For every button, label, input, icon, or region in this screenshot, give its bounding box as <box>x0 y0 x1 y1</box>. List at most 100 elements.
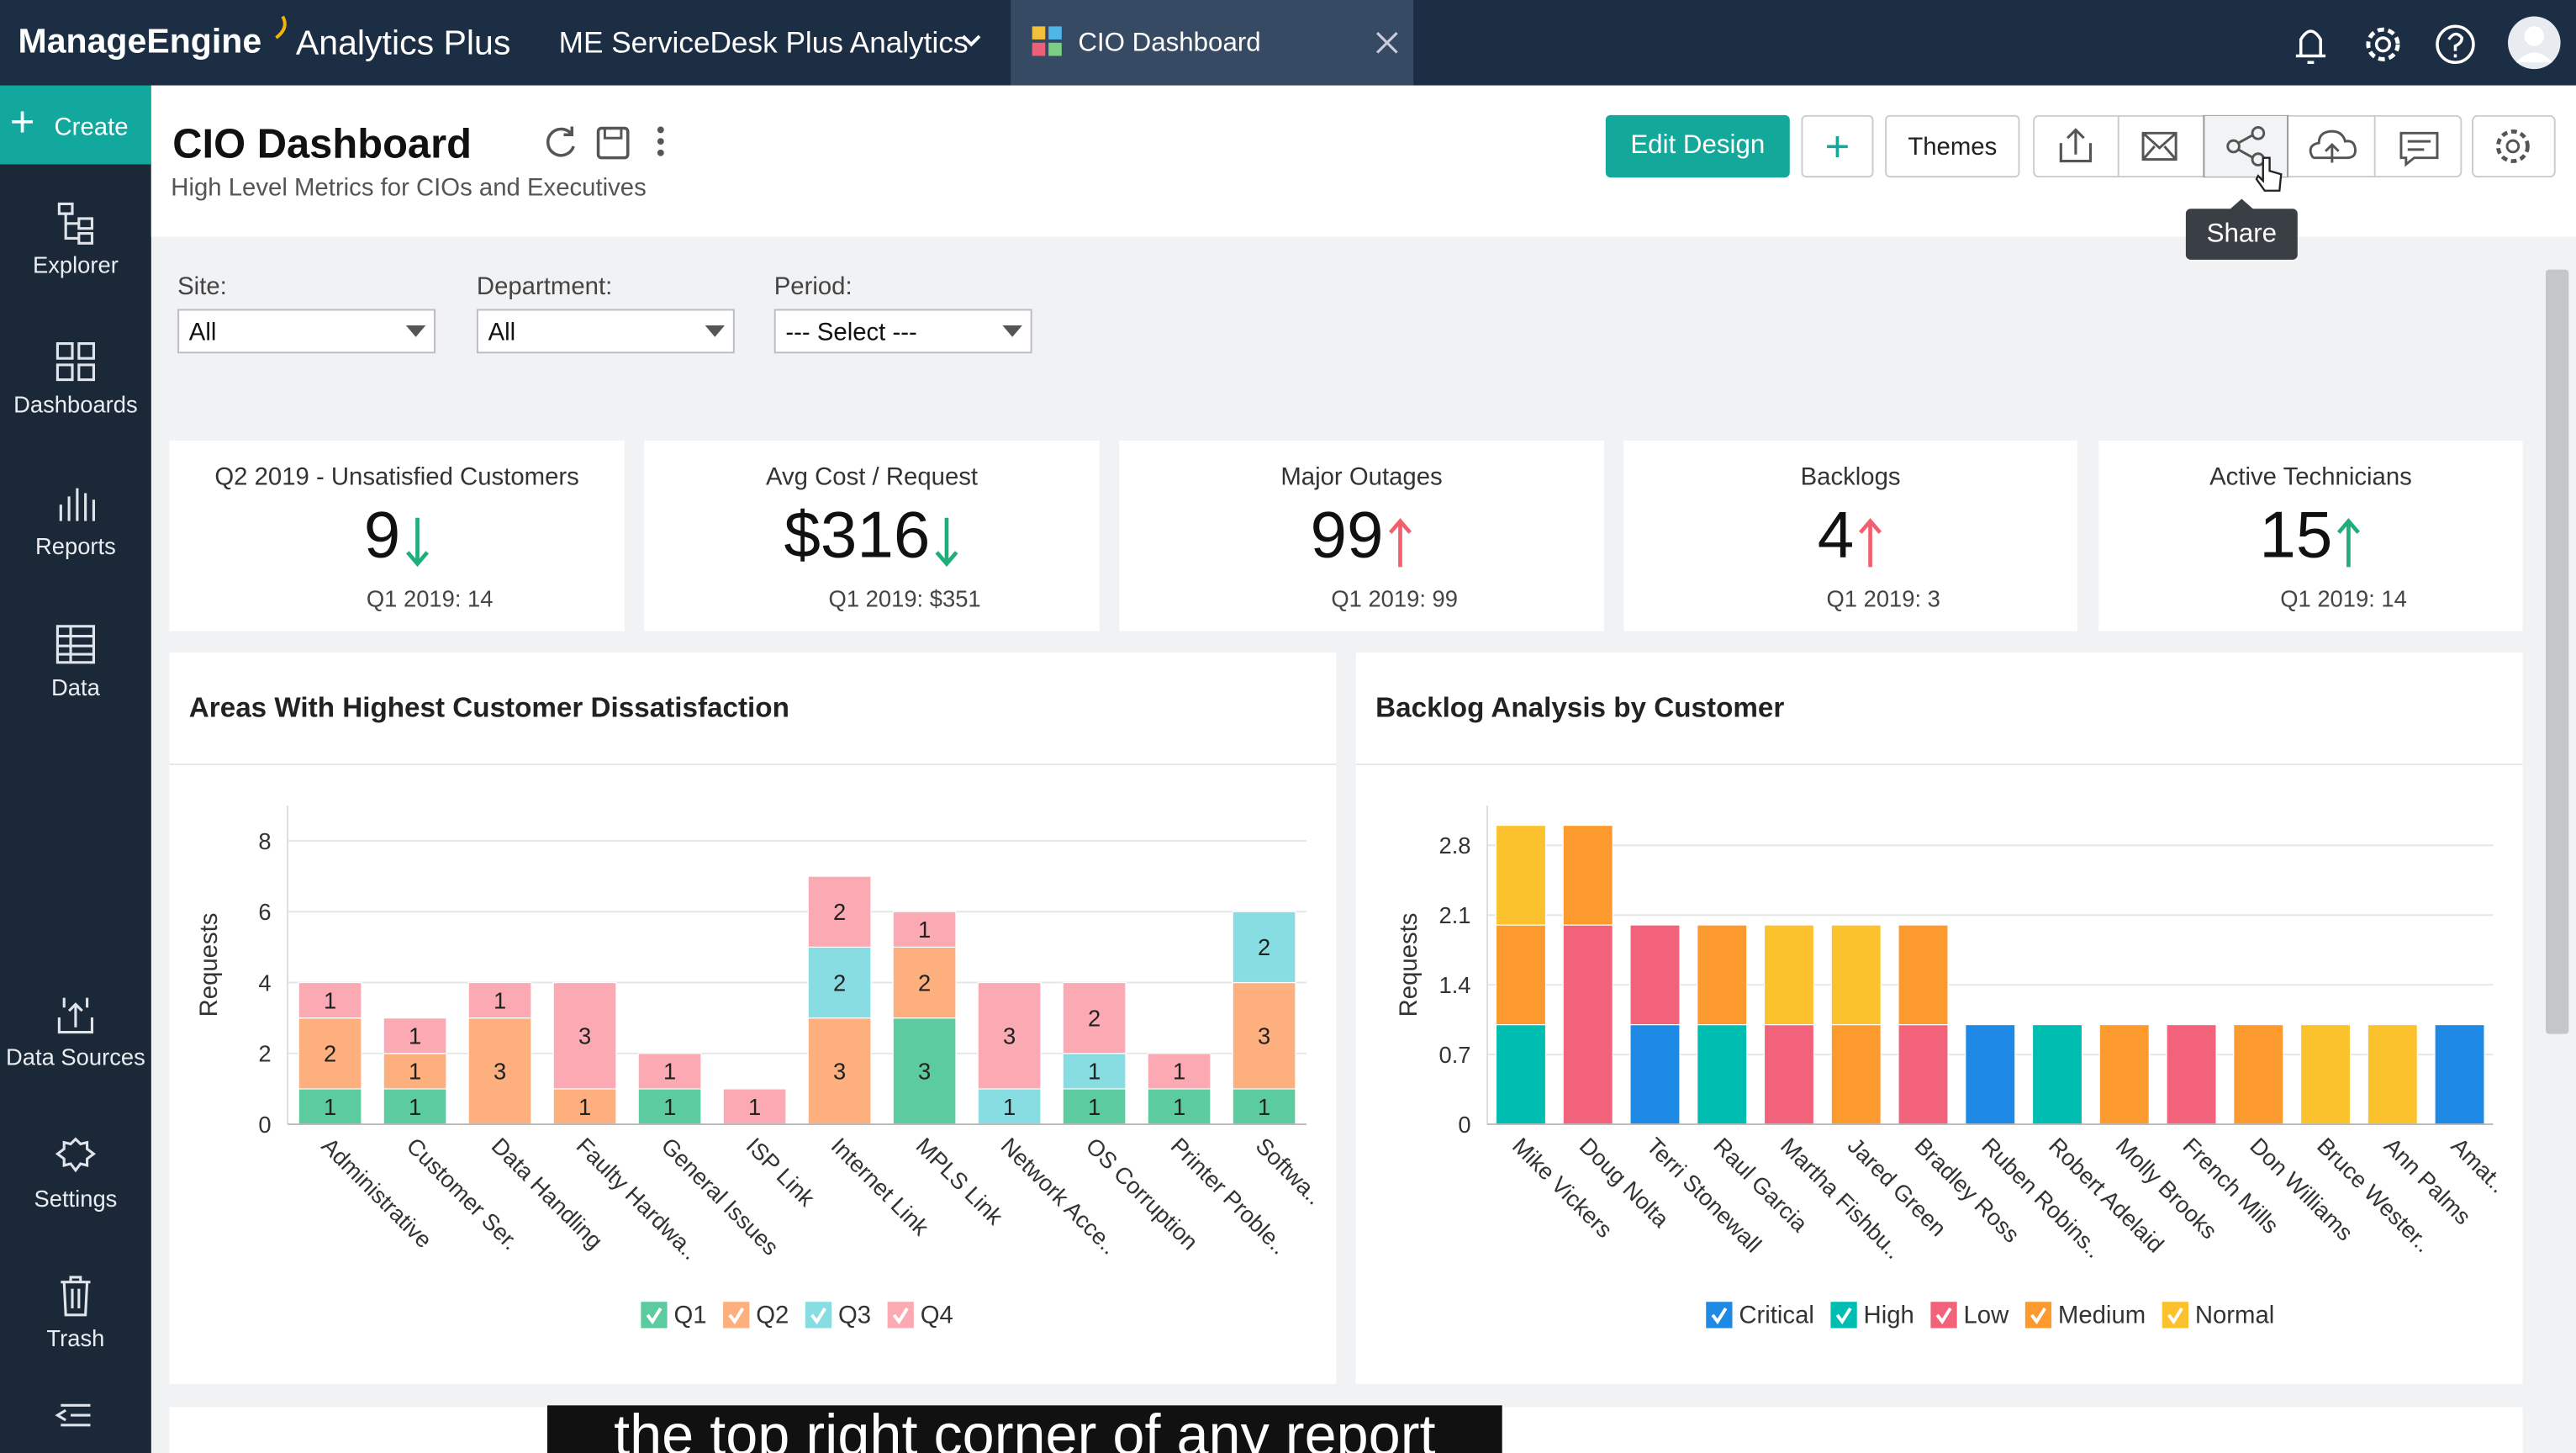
legend-item[interactable]: Low <box>1930 1302 2009 1329</box>
tab-title: CIO Dashboard <box>1078 29 1260 59</box>
filter-select[interactable]: All <box>477 309 735 354</box>
kpi-card: Q2 2019 - Unsatisfied Customers9Q1 2019:… <box>169 441 624 631</box>
filter-select[interactable]: --- Select --- <box>774 309 1032 354</box>
x-tick-label: Bruce Wester.. <box>2312 1133 2436 1257</box>
value-label: 1 <box>1173 1059 1185 1085</box>
nav-icon-shape <box>57 1139 93 1170</box>
scroll-thumb[interactable] <box>2546 270 2568 1034</box>
value-label: 1 <box>578 1094 591 1120</box>
bar-segment <box>1697 925 1747 1025</box>
value-label: 2 <box>1258 934 1270 960</box>
legend-label: Q1 <box>673 1302 706 1329</box>
value-label: 2 <box>833 899 846 925</box>
x-tick-label: ISP Link <box>742 1133 821 1212</box>
more[interactable] <box>657 127 664 134</box>
x-tick-label: Softwa.. <box>1251 1133 1328 1210</box>
video-caption: the top right corner of any report <box>547 1405 1502 1453</box>
value-label: 3 <box>578 1023 591 1049</box>
kpi-comparison: Q1 2019: $351 <box>644 585 1099 611</box>
nav-item[interactable]: Trash <box>0 1325 151 1351</box>
legend-item[interactable]: Medium <box>2025 1302 2146 1329</box>
legend-item[interactable]: Q2 <box>723 1302 789 1329</box>
nav-item[interactable]: Settings <box>0 1185 151 1211</box>
notifications[interactable] <box>2296 31 2325 62</box>
value-label: 3 <box>1003 1023 1016 1049</box>
bar-segment <box>1831 925 1881 1025</box>
value-label: 1 <box>748 1094 761 1120</box>
legend-item[interactable]: Q3 <box>805 1302 871 1329</box>
scrollbar[interactable] <box>2544 236 2576 1453</box>
bar-segment <box>1898 1025 1948 1125</box>
close-tab[interactable] <box>1375 31 1398 54</box>
legend-item[interactable]: Q1 <box>641 1302 706 1329</box>
y-tick-label: 2.8 <box>1438 832 1470 859</box>
kpi-comparison: Q1 2019: 14 <box>169 585 624 611</box>
kpi-card: Active Technicians15Q1 2019: 14 <box>2098 441 2522 631</box>
filter-label: Period: <box>774 272 853 300</box>
legend-item[interactable]: High <box>1830 1302 1914 1329</box>
value-label: 1 <box>1173 1094 1185 1120</box>
legend-item[interactable]: Normal <box>2162 1302 2275 1329</box>
nav-item[interactable]: Data <box>0 674 151 700</box>
chart: Areas With Highest Customer Dissatisfact… <box>169 653 1336 1384</box>
bar-segment <box>1496 1025 1545 1125</box>
y-tick-label: 6 <box>258 899 271 925</box>
kpi-comparison: Q1 2019: 3 <box>1623 585 2077 611</box>
x-tick-label: Terri Stonewall <box>1642 1133 1767 1258</box>
nav-item[interactable]: Reports <box>0 532 151 558</box>
legend-item[interactable]: Critical <box>1706 1302 1814 1329</box>
nav-icon <box>55 991 98 1038</box>
themes-button[interactable]: Themes <box>1885 115 2019 177</box>
nav-item[interactable]: Explorer <box>0 251 151 277</box>
y-tick-label: 4 <box>258 970 271 996</box>
brand: ManageEngine <box>18 23 262 62</box>
workspace-menu[interactable]: ME ServiceDesk Plus Analytics <box>559 26 969 61</box>
kpi-value-row: $316 <box>644 499 1099 573</box>
trend-arrow-shape <box>937 517 956 563</box>
legend-item[interactable]: Q4 <box>888 1302 953 1329</box>
value-label: 2 <box>918 970 931 996</box>
kpi-value: 9 <box>364 499 400 573</box>
nav-icon-shape <box>57 344 93 380</box>
save[interactable] <box>599 128 628 157</box>
nav-item[interactable]: Data Sources <box>0 1044 151 1070</box>
kpi-value-row: 99 <box>1119 499 1604 573</box>
trend-arrow <box>933 514 959 569</box>
edit-design-button[interactable]: Edit Design <box>1606 115 1790 177</box>
collapse[interactable] <box>55 1400 98 1429</box>
bar-segment <box>2234 1025 2283 1125</box>
legend-swatch <box>805 1302 831 1328</box>
value-label: 2 <box>324 1041 336 1067</box>
nav-item[interactable]: Dashboards <box>0 391 151 417</box>
nav-icon-shape <box>57 626 93 663</box>
tab[interactable]: CIO Dashboard <box>1011 0 1413 86</box>
kpi-title: Backlogs <box>1623 463 2077 491</box>
value-label: 1 <box>409 1023 421 1049</box>
legend-label: Medium <box>2058 1302 2146 1329</box>
dashboard-subtitle: High Level Metrics for CIOs and Executiv… <box>171 174 646 202</box>
bar-segment <box>2435 1025 2484 1125</box>
filter-value: All <box>488 319 516 346</box>
nav-icon <box>55 1272 98 1318</box>
y-axis-label: Requests <box>195 913 223 1017</box>
refresh[interactable] <box>548 127 574 156</box>
bar-segment <box>1697 1025 1747 1125</box>
create-button[interactable]: + Create <box>0 86 151 165</box>
title-actions <box>542 122 680 165</box>
legend-label: Q3 <box>838 1302 871 1329</box>
help-mark <box>2449 34 2463 58</box>
bar-segment <box>2033 1025 2082 1125</box>
trend-arrow <box>1386 514 1412 569</box>
value-label: 3 <box>918 1059 931 1085</box>
x-tick-label: Robert Adelaid <box>2044 1133 2169 1258</box>
trend-arrow-shape <box>407 517 426 563</box>
add-button[interactable]: + <box>1801 115 1873 177</box>
settings-icon[interactable] <box>2368 29 2398 59</box>
legend-label: Normal <box>2195 1302 2274 1329</box>
nav-icon <box>55 199 98 246</box>
legend-swatch <box>1930 1302 1956 1328</box>
filter-select[interactable]: All <box>177 309 435 354</box>
legend-swatch <box>723 1302 749 1328</box>
